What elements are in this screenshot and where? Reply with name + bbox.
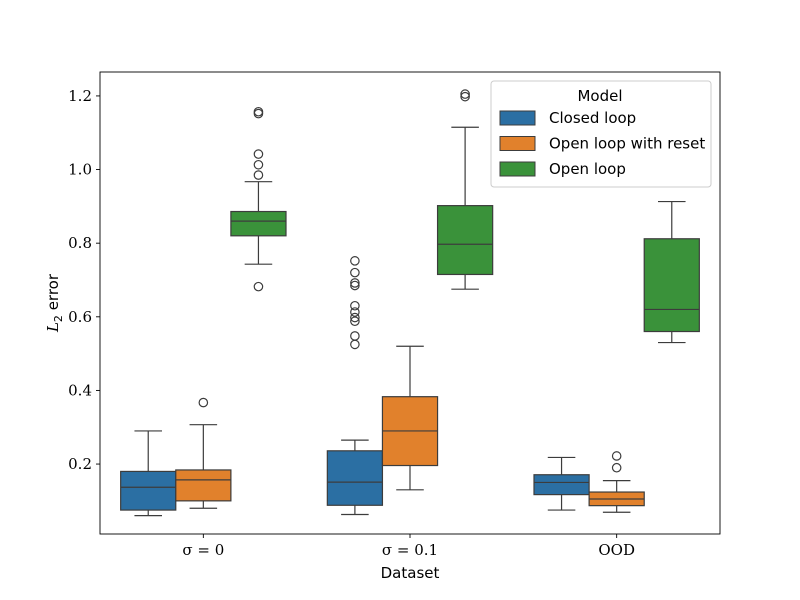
svg-text:L2 error: L2 error <box>44 273 65 333</box>
box-group <box>175 397 232 509</box>
x-axis-title: Dataset <box>381 564 440 582</box>
outlier-point <box>350 307 360 317</box>
box <box>230 210 287 237</box>
box <box>436 205 494 276</box>
box <box>175 469 232 502</box>
y-tick-label: 1.0 <box>68 161 92 179</box>
y-tick-label: 0.8 <box>68 234 92 252</box>
outlier-point <box>350 339 360 350</box>
box-group <box>120 430 177 517</box>
legend-label: Open loop <box>549 160 626 178</box>
x-tick-label: σ = 0.1 <box>382 541 438 559</box>
y-axis-title: L2 error <box>44 273 65 333</box>
legend-swatch <box>499 110 536 126</box>
outlier-point <box>611 451 622 461</box>
outlier-point <box>350 316 360 327</box>
y-axis-title-text: error <box>44 273 62 315</box>
box-group <box>643 200 700 344</box>
outlier-point <box>350 331 360 341</box>
outlier-point <box>253 149 264 159</box>
outlier-point <box>611 462 622 473</box>
outlier-point <box>350 256 360 266</box>
y-tick-label: 0.6 <box>68 308 92 326</box>
outlier-point <box>253 170 264 180</box>
outlier-point <box>350 278 360 288</box>
box <box>120 470 177 511</box>
outlier-point <box>350 312 360 323</box>
box-group <box>588 451 645 513</box>
outlier-point <box>253 159 264 170</box>
outlier-point <box>253 106 264 117</box>
box-group <box>533 456 590 511</box>
legend-frame <box>490 80 712 188</box>
outlier-point <box>350 267 360 278</box>
x-tick-label: σ = 0 <box>182 541 224 559</box>
legend-title: Model <box>577 87 622 105</box>
box-group <box>230 106 287 292</box>
legend-items: Closed loop Open loop with reset Open loop <box>499 109 705 178</box>
box <box>643 238 700 333</box>
legend-label: Open loop with reset <box>549 135 705 153</box>
outlier-point <box>350 300 360 311</box>
legend-swatch <box>499 161 536 177</box>
y-tick-label: 0.2 <box>68 455 92 473</box>
box-group <box>436 89 494 290</box>
legend: Model Closed loop Open loop with reset Ope… <box>490 80 712 188</box>
y-axis-title-symbol: L <box>44 322 62 333</box>
legend-label: Closed loop <box>549 109 636 127</box>
y-axis-title-subscript: 2 <box>52 315 65 322</box>
box <box>326 450 384 506</box>
y-tick-label: 1.2 <box>68 87 92 105</box>
ticks-layer: 0.2 0.4 0.6 0.8 1.0 1.2 σ = 0 σ = 0.1 OOD <box>68 87 635 559</box>
outlier-point <box>253 281 264 292</box>
outlier-point <box>350 280 360 291</box>
outlier-point <box>198 397 209 408</box>
box-group <box>326 256 384 516</box>
box-group <box>381 345 439 491</box>
x-tick-label: OOD <box>598 541 635 559</box>
outlier-point <box>460 89 470 99</box>
box <box>533 474 590 496</box>
y-tick-label: 0.4 <box>68 381 92 399</box>
legend-swatch <box>499 136 536 151</box>
plot-layer <box>120 89 700 517</box>
outlier-point <box>460 91 470 102</box>
